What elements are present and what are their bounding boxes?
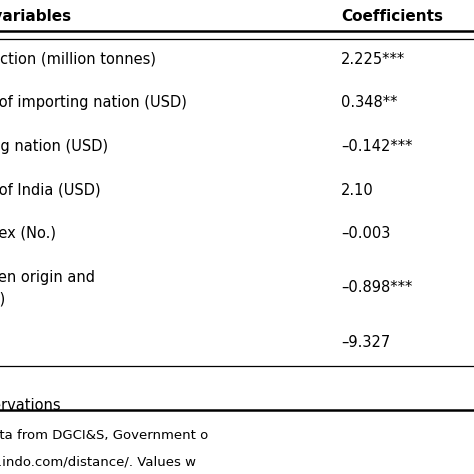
Text: 0.348**: 0.348** [341,95,398,110]
Text: –0.142***: –0.142*** [341,139,413,154]
Text: Number of observations: Number of observations [0,398,61,413]
Text: Trade Policy Index (No.): Trade Policy Index (No.) [0,226,56,241]
Text: –0.898***: –0.898*** [341,281,413,295]
Text: T and http://www.indo.com/distance/. Values w: T and http://www.indo.com/distance/. Val… [0,456,196,469]
Text: 2.10: 2.10 [341,182,374,198]
Text: GDP of importing nation (USD): GDP of importing nation (USD) [0,139,108,154]
Text: Explanatory variables: Explanatory variables [0,9,71,24]
Text: ce: Basic data from DGCI&S, Government o: ce: Basic data from DGCI&S, Government o [0,429,208,442]
Text: Coefficients: Coefficients [341,9,443,24]
Text: Domestic production (million tonnes): Domestic production (million tonnes) [0,52,156,67]
Text: Distance between origin and: Distance between origin and [0,270,95,285]
Text: GDP per capita of importing nation (USD): GDP per capita of importing nation (USD) [0,95,187,110]
Text: –9.327: –9.327 [341,335,391,350]
Text: GDP per capita of India (USD): GDP per capita of India (USD) [0,182,100,198]
Text: destination (km): destination (km) [0,291,5,306]
Text: –0.003: –0.003 [341,226,391,241]
Text: 2.225***: 2.225*** [341,52,406,67]
